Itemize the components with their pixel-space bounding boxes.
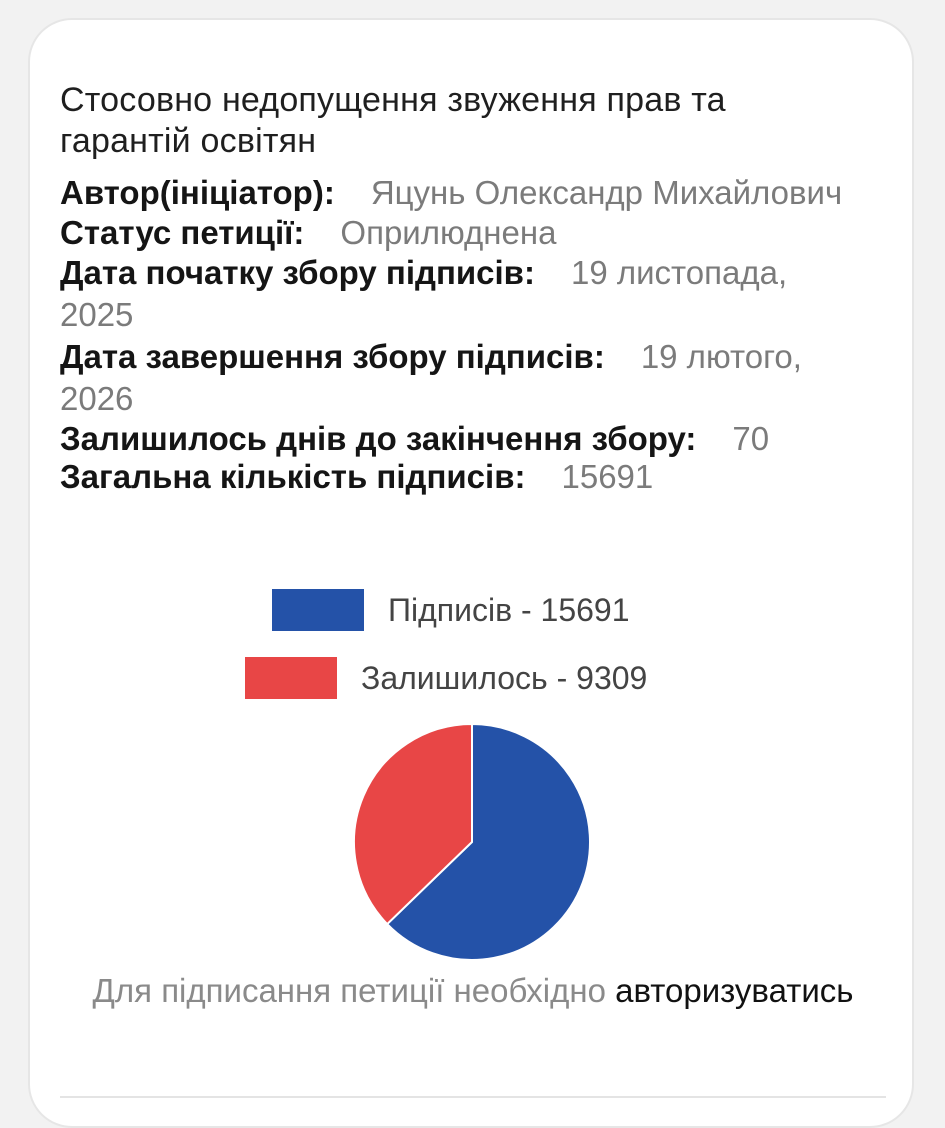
signin-message: Для підписання петиції необхідно авториз… [30, 966, 916, 1016]
total-signatures-value: 15691 [561, 458, 654, 495]
legend-item-remaining: Залишилось - 9309 [245, 656, 647, 700]
end-date-label: Дата завершення збору підписів: [60, 338, 605, 375]
petition-title: Стосовно недопущення звуження прав та га… [60, 81, 726, 160]
petition-info: Стосовно недопущення звуження прав та га… [60, 80, 860, 496]
author-label: Автор(ініціатор): [60, 174, 335, 211]
total-signatures-row: Загальна кількість підписів: 15691 [60, 458, 860, 496]
status-label: Статус петиції: [60, 214, 305, 251]
legend-label-remaining: Залишилось - 9309 [361, 659, 648, 696]
start-date-label: Дата початку збору підписів: [60, 254, 535, 291]
start-date-value: 19 листопада, 2025 [60, 254, 788, 333]
total-signatures-label: Загальна кількість підписів: [60, 458, 526, 495]
start-date-row: Дата початку збору підписів: 19 листопада… [60, 252, 860, 336]
legend-label-signed: Підписів - 15691 [388, 591, 630, 628]
pie-slice-remaining [353, 722, 473, 926]
author-value: Яцунь Олександр Михайлович [370, 174, 843, 211]
signin-link[interactable]: авторизуватись [615, 972, 854, 1009]
status-row: Статус петиції: Оприлюднена [60, 214, 860, 252]
days-left-row: Залишилось днів до закінчення збору: 70 [60, 420, 860, 458]
legend-swatch-signed [272, 589, 364, 631]
legend-swatch-remaining [245, 657, 337, 699]
pie-slice-signed [385, 722, 591, 961]
legend-item-signed: Підписів - 15691 [272, 588, 630, 632]
author-row: Автор(ініціатор): Яцунь Олександр Михайло… [60, 172, 860, 214]
end-date-row: Дата завершення збору підписів: 19 лютого… [60, 336, 860, 420]
signatures-pie-chart [353, 722, 591, 961]
section-divider [60, 1096, 886, 1098]
petition-card: Стосовно недопущення звуження прав та га… [28, 18, 914, 1128]
signin-prefix: Для підписання петиції необхідно [92, 972, 606, 1009]
days-left-label: Залишилось днів до закінчення збору: [60, 420, 697, 457]
status-value: Оприлюднена [340, 214, 557, 251]
end-date-value: 19 лютого, 2026 [60, 338, 802, 417]
days-left-value: 70 [732, 420, 770, 457]
